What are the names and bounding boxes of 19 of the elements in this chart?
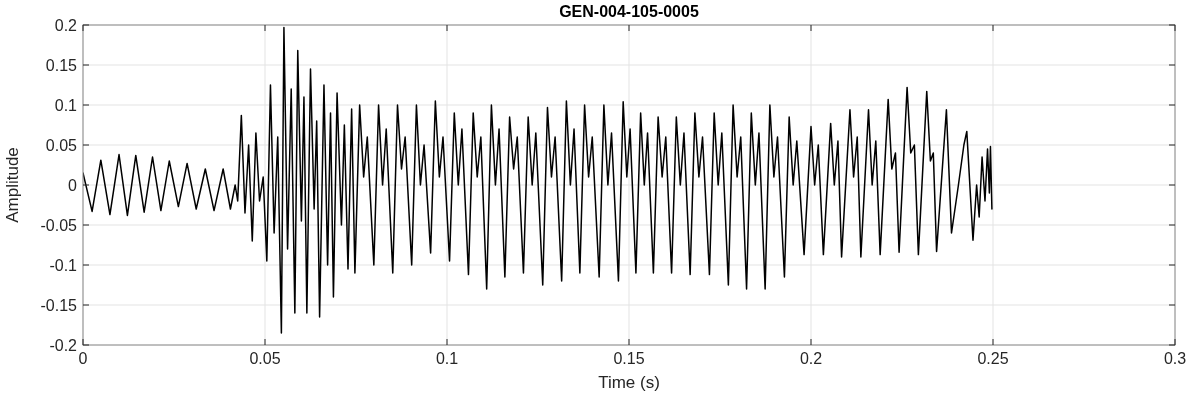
line-series: [83, 26, 993, 334]
y-tick-label: 0.15: [45, 56, 78, 74]
y-tick-label: 0.05: [45, 136, 78, 154]
y-axis-title: Amplitude: [3, 147, 22, 223]
y-tick-label: -0.15: [40, 296, 78, 314]
y-tick-label: -0.2: [49, 336, 78, 354]
chart-title: GEN-004-105-0005: [559, 3, 699, 20]
y-tick-label: 0.1: [54, 96, 78, 114]
x-tick-label: 0.1: [435, 350, 459, 367]
y-tick-label: 0.2: [54, 16, 78, 34]
x-tick-label: 0.25: [977, 350, 1009, 367]
x-tick-label: 0.3: [1163, 350, 1187, 367]
y-tick-label: 0: [68, 176, 78, 194]
x-tick-label: 0.05: [249, 350, 281, 367]
x-tick-label: 0.15: [613, 350, 645, 367]
x-tick-label: 0.2: [799, 350, 823, 367]
x-axis-title: Time (s): [598, 373, 660, 392]
y-tick-label: -0.1: [49, 256, 78, 274]
y-tick-label: -0.05: [40, 216, 78, 234]
